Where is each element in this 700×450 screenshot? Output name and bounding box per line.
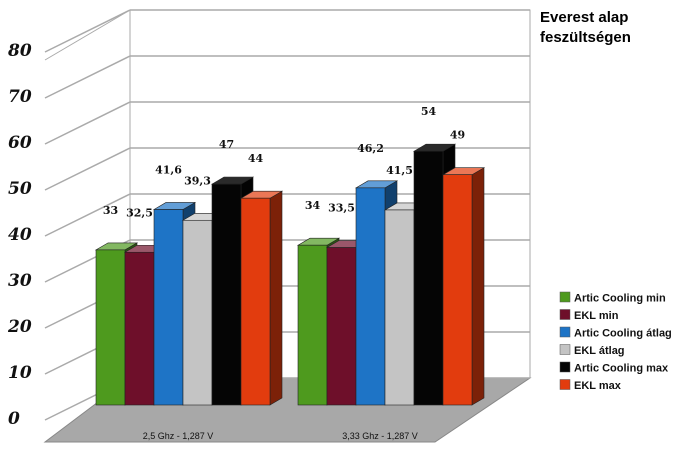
data-label: 34 xyxy=(305,199,321,212)
legend-swatch xyxy=(559,291,571,303)
data-label: 54 xyxy=(421,105,437,118)
left-wall-gridline xyxy=(44,101,131,145)
data-label: 41,6 xyxy=(155,163,182,176)
legend-label: EKL max xyxy=(574,380,622,392)
data-label: 44 xyxy=(248,152,264,165)
y-tick-label: 40 xyxy=(8,225,32,245)
data-label: 33 xyxy=(103,204,118,217)
legend-swatch xyxy=(559,361,571,373)
category-label: 3,33 Ghz - 1,287 V xyxy=(342,431,418,441)
bar-front xyxy=(95,249,126,406)
bar-front xyxy=(297,244,328,406)
legend-swatch xyxy=(559,309,571,320)
left-wall-edge xyxy=(44,9,131,61)
chart-title-line2: feszültségen xyxy=(540,29,631,46)
y-tick-label: 10 xyxy=(8,363,32,383)
legend-item: Artic Cooling max xyxy=(559,361,669,375)
legend-label: Artic Cooling átlag xyxy=(574,328,672,340)
left-wall-gridline xyxy=(44,55,131,99)
bar-front xyxy=(153,209,184,406)
legend-item: EKL átlag xyxy=(559,344,625,357)
bar-front xyxy=(384,209,415,406)
data-label: 49 xyxy=(450,129,465,142)
bar-front xyxy=(442,174,473,406)
category-label: 2,5 Ghz - 1,287 V xyxy=(143,431,214,441)
legend-label: Artic Cooling min xyxy=(574,293,666,305)
legend-label: EKL min xyxy=(574,310,619,322)
bar-front xyxy=(326,247,357,406)
bar-front xyxy=(211,183,242,406)
data-label: 46,2 xyxy=(357,142,384,155)
legend-swatch xyxy=(559,379,571,390)
legend-item: EKL min xyxy=(559,309,619,322)
y-tick-label: 30 xyxy=(8,271,32,291)
data-label: 33,5 xyxy=(328,202,355,215)
data-label: 47 xyxy=(219,138,234,151)
legend-item: EKL max xyxy=(559,379,622,392)
bar-front xyxy=(240,197,271,406)
legend-label: Artic Cooling max xyxy=(574,363,669,375)
data-label: 41,5 xyxy=(386,164,413,177)
legend-item: Artic Cooling min xyxy=(559,291,666,305)
bar-side xyxy=(471,167,485,406)
data-label: 32,5 xyxy=(126,206,153,219)
chart-title-line1: Everest alap xyxy=(540,9,628,26)
legend-item: Artic Cooling átlag xyxy=(559,326,672,340)
y-tick-label: 20 xyxy=(7,317,32,337)
legend-label: EKL átlag xyxy=(574,345,625,357)
bar xyxy=(441,167,486,406)
left-wall-gridline xyxy=(44,9,131,53)
left-wall-gridline xyxy=(44,193,131,237)
data-label: 39,3 xyxy=(184,174,211,187)
y-tick-label: 80 xyxy=(7,41,32,61)
bar-front xyxy=(355,187,386,406)
y-tick-label: 0 xyxy=(8,409,20,429)
bar-front xyxy=(182,219,213,406)
y-tick-label: 50 xyxy=(8,179,32,199)
bar xyxy=(239,190,284,406)
bar-front xyxy=(124,251,155,406)
y-tick-label: 60 xyxy=(8,133,32,153)
legend-swatch xyxy=(559,344,571,355)
bar-front xyxy=(413,150,444,406)
y-tick-label: 70 xyxy=(8,87,32,107)
left-wall-gridline xyxy=(44,147,131,191)
legend-swatch xyxy=(559,326,571,338)
bar-side xyxy=(269,190,283,406)
